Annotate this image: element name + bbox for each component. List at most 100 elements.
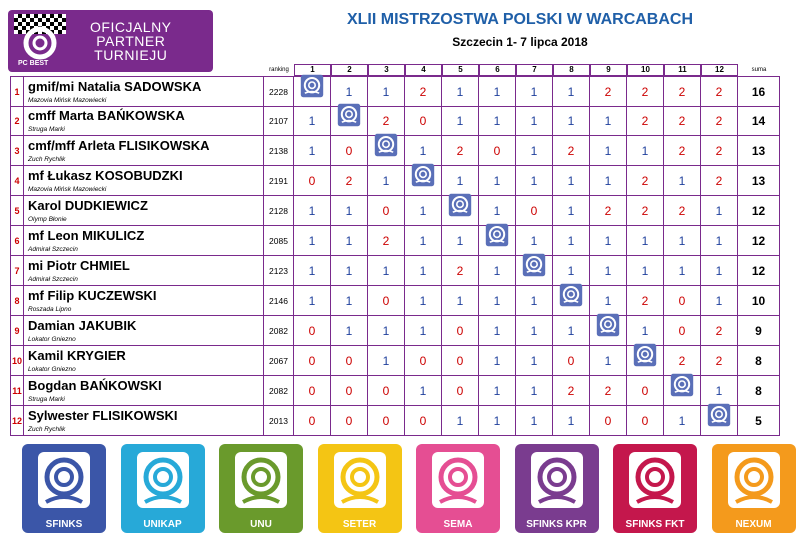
table-row: 8 mf Filip KUCZEWSKI Roszada Lipno 2146 1 1 0 1… (10, 283, 780, 316)
result-cell: 0 (405, 346, 442, 376)
diagonal-cell (368, 133, 405, 166)
result-cell: 1 (516, 77, 553, 107)
swirl-icon (136, 452, 189, 508)
result-cell: 2 (590, 376, 627, 406)
result-cell: 2 (701, 106, 738, 136)
player-cell: cmff Marta BAŃKOWSKA Struga Marki (24, 106, 264, 136)
result-cell: 1 (479, 406, 516, 436)
result-cell: 0 (516, 196, 553, 226)
result-cell: 2 (664, 346, 701, 376)
result-cell: 0 (294, 376, 331, 406)
result-cell: 1 (590, 286, 627, 316)
result-cell: 2 (664, 136, 701, 166)
result-cell: 0 (368, 196, 405, 226)
result-cell: 0 (331, 136, 368, 166)
result-cell: 1 (479, 196, 516, 226)
player-ranking: 2138 (264, 136, 294, 166)
result-cell: 1 (590, 136, 627, 166)
player-total: 12 (738, 226, 780, 256)
swirl-icon (448, 193, 472, 228)
player-club: Lokator Gniezno (28, 336, 76, 343)
round-header-11: 11 (664, 64, 701, 76)
result-cell: 1 (294, 106, 331, 136)
result-cell: 1 (553, 77, 590, 107)
player-cell: Kamil KRYGIER Lokator Gniezno (24, 346, 264, 376)
player-ranking: 2123 (264, 256, 294, 286)
result-cell: 1 (442, 406, 479, 436)
diagonal-cell (479, 223, 516, 256)
player-cell: gmif/mi Natalia SADOWSKA Mazovia Mińsk Ma… (24, 77, 264, 107)
player-club: Admirał Szczecin (28, 276, 78, 283)
player-total: 10 (738, 286, 780, 316)
player-number: 1 (10, 77, 24, 107)
checkered-flag-icon (14, 14, 66, 34)
result-cell: 1 (331, 226, 368, 256)
result-cell: 1 (701, 286, 738, 316)
result-cell: 1 (442, 226, 479, 256)
player-cell: mf Łukasz KOSOBUDZKI Mazovia Mińsk Mazowi… (24, 166, 264, 196)
result-cell: 1 (664, 166, 701, 196)
player-club: Lokator Gniezno (28, 366, 76, 373)
player-ranking: 2107 (264, 106, 294, 136)
table-row: 12 Sylwester FLISIKOWSKI Zuch Rychlik 2013 0… (10, 403, 780, 438)
result-cell: 0 (331, 376, 368, 406)
diagonal-cell (627, 343, 664, 376)
round-header-7: 7 (516, 64, 553, 76)
round-header-8: 8 (553, 64, 590, 76)
table-row: 2 cmff Marta BAŃKOWSKA Struga Marki 2107 1 2 0… (10, 103, 780, 136)
player-ranking: 2228 (264, 77, 294, 107)
page-title: XLII MISTRZOSTWA POLSKI W WARCABACH (346, 11, 694, 28)
result-cell: 1 (516, 406, 553, 436)
swirl-icon (707, 403, 731, 438)
result-cell: 1 (368, 166, 405, 196)
player-club: Struga Marki (28, 396, 65, 403)
result-cell: 2 (664, 77, 701, 107)
player-ranking: 2191 (264, 166, 294, 196)
result-cell: 0 (405, 106, 442, 136)
sponsor-logo-label: SFINKS (45, 519, 83, 530)
result-cell: 0 (479, 136, 516, 166)
player-total: 12 (738, 256, 780, 286)
result-cell: 1 (516, 286, 553, 316)
result-cell: 1 (405, 316, 442, 346)
result-cell: 1 (405, 136, 442, 166)
result-cell: 1 (405, 376, 442, 406)
result-cell: 1 (590, 256, 627, 286)
result-cell: 2 (331, 166, 368, 196)
player-total: 8 (738, 376, 780, 406)
result-cell: 0 (294, 346, 331, 376)
result-cell: 1 (479, 106, 516, 136)
table-row: 9 Damian JAKUBIK Lokator Gniezno 2082 0 1 1 1 0 1… (10, 313, 780, 346)
swirl-icon (530, 452, 583, 508)
sponsor-logo: SEMA (416, 444, 500, 533)
result-cell: 1 (442, 286, 479, 316)
result-cell: 1 (553, 106, 590, 136)
player-number: 12 (10, 406, 24, 436)
player-cell: mi Piotr CHMIEL Admirał Szczecin (24, 256, 264, 286)
player-ranking: 2085 (264, 226, 294, 256)
result-cell: 1 (368, 316, 405, 346)
result-cell: 2 (590, 77, 627, 107)
player-number: 9 (10, 316, 24, 346)
result-cell: 1 (479, 376, 516, 406)
player-number: 6 (10, 226, 24, 256)
result-cell: 0 (627, 406, 664, 436)
result-cell: 2 (627, 166, 664, 196)
result-cell: 1 (368, 256, 405, 286)
result-cell: 0 (405, 406, 442, 436)
result-cell: 0 (368, 406, 405, 436)
player-total: 14 (738, 106, 780, 136)
diagonal-cell (294, 74, 331, 107)
player-ranking: 2128 (264, 196, 294, 226)
player-club: Olymp Błonie (28, 216, 67, 223)
player-name: cmff Marta BAŃKOWSKA (28, 108, 185, 123)
result-cell: 1 (294, 256, 331, 286)
sponsor-logo-label: UNU (250, 519, 272, 530)
swirl-icon (235, 452, 287, 508)
result-cell: 1 (442, 77, 479, 107)
sponsor-logo-label: SEMA (443, 519, 473, 530)
round-header-6: 6 (479, 64, 516, 76)
sponsor-logo-label: SFINKS KPR (526, 519, 587, 530)
player-number: 4 (10, 166, 24, 196)
result-cell: 0 (553, 346, 590, 376)
